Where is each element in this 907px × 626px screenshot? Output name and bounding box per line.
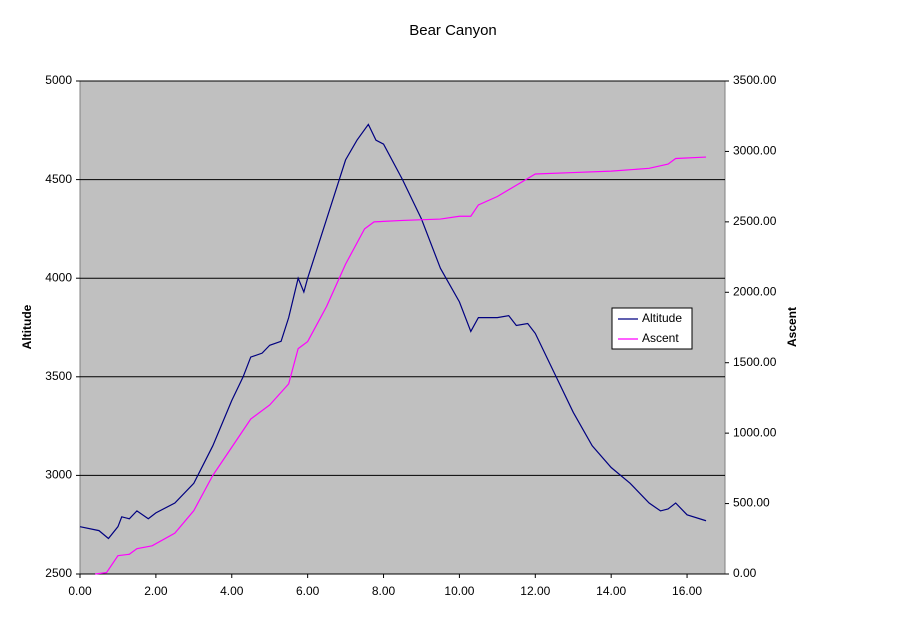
x-tick-label: 16.00 [672,584,702,598]
y-tick-label: 5000 [45,73,72,87]
y2-tick-label: 3000.00 [733,144,777,158]
x-tick-label: 6.00 [296,584,320,598]
x-tick-label: 4.00 [220,584,244,598]
y2-tick-label: 0.00 [733,566,757,580]
y2-tick-label: 500.00 [733,496,770,510]
y-tick-label: 3500 [45,369,72,383]
x-tick-label: 12.00 [520,584,550,598]
series-line [95,156,707,575]
legend-label: Ascent [642,331,679,345]
x-tick-label: 2.00 [144,584,168,598]
chart-title: Bear Canyon [409,22,497,39]
legend-label: Altitude [642,311,682,325]
y2-tick-label: 1500.00 [733,355,777,369]
y-tick-label: 2500 [45,566,72,580]
x-tick-label: 0.00 [68,584,92,598]
y2-tick-label: 2500.00 [733,214,777,228]
y-tick-label: 4000 [45,270,72,284]
x-tick-label: 14.00 [596,584,626,598]
x-tick-label: 8.00 [372,584,396,598]
y-axis-title: Altitude [20,304,34,349]
legend-box [611,307,693,350]
y2-tick-label: 1000.00 [733,425,777,439]
y-tick-label: 3000 [45,468,72,482]
x-tick-label: 10.00 [444,584,474,598]
y-tick-label: 4500 [45,172,72,186]
y2-axis-title: Ascent [785,307,799,347]
y2-tick-label: 3500.00 [733,73,777,87]
series-line [79,123,707,540]
y2-tick-label: 2000.00 [733,284,777,298]
